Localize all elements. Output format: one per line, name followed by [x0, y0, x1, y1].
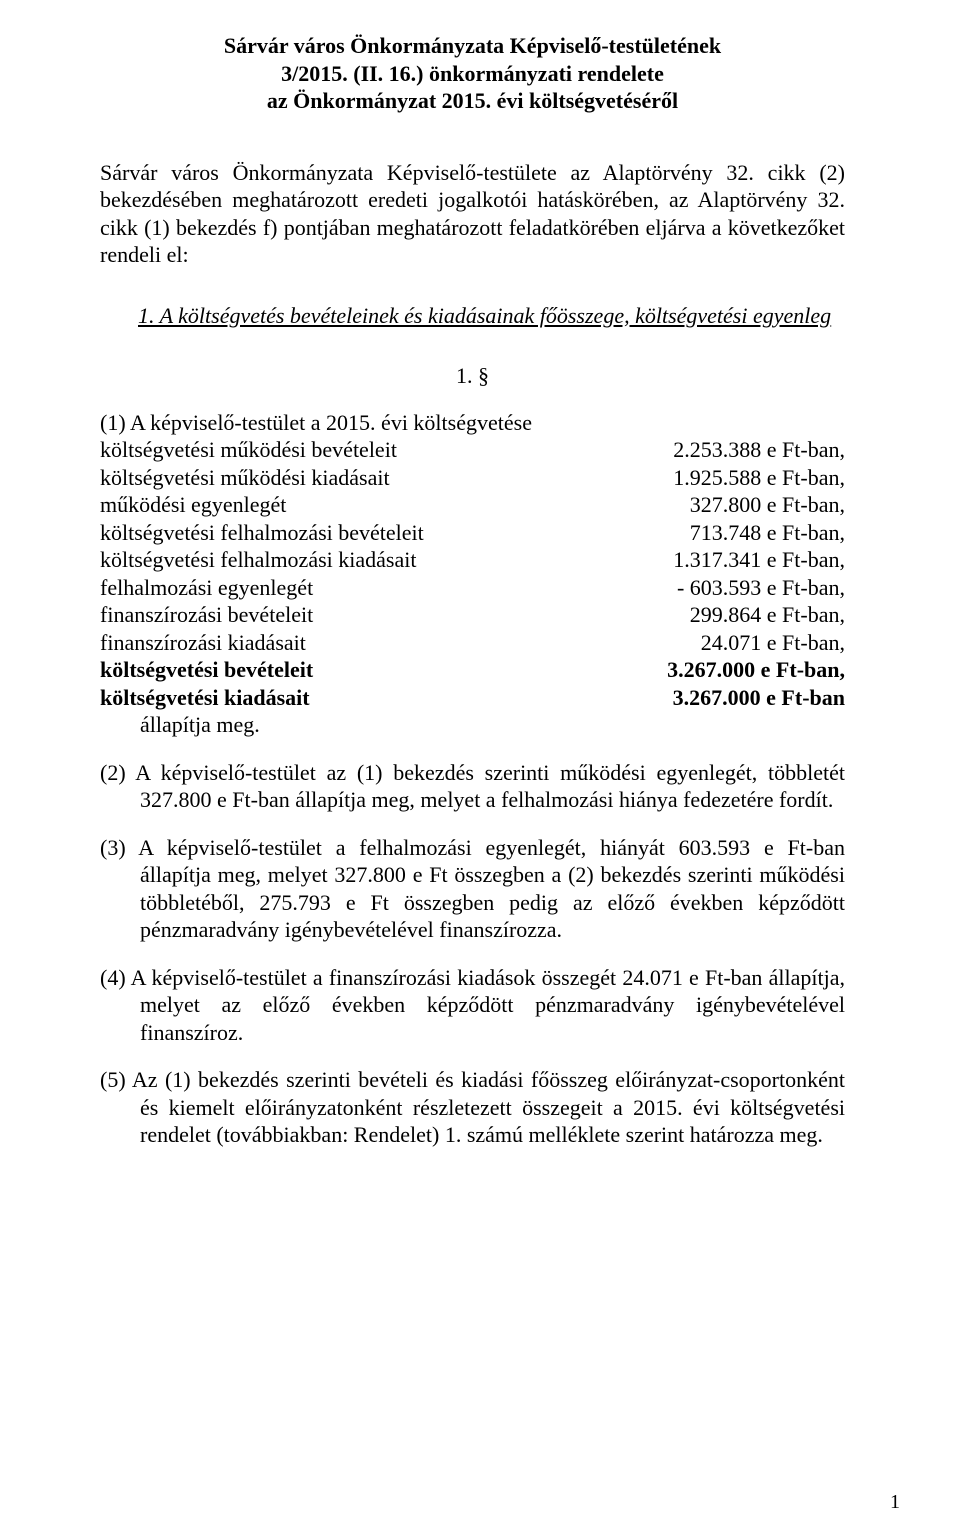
title-line-2: 3/2015. (II. 16.) önkormányzati rendelet… [100, 60, 845, 88]
paragraph-4: (4) A képviselő-testület a finanszírozás… [100, 964, 845, 1047]
budget-row-value: 299.864 e Ft-ban, [581, 601, 845, 629]
table-row: költségvetési bevételeit3.267.000 e Ft-b… [100, 656, 845, 684]
budget-row-label: költségvetési működési bevételeit [100, 436, 581, 464]
budget-row-label: finanszírozási bevételeit [100, 601, 581, 629]
paragraph-5: (5) Az (1) bekezdés szerinti bevételi és… [100, 1066, 845, 1149]
title-line-1: Sárvár város Önkormányzata Képviselő-tes… [100, 32, 845, 60]
table-row: költségvetési felhalmozási kiadásait1.31… [100, 546, 845, 574]
intro-paragraph: Sárvár város Önkormányzata Képviselő-tes… [100, 159, 845, 269]
budget-row-value: 2.253.388 e Ft-ban, [581, 436, 845, 464]
budget-row-label: felhalmozási egyenlegét [100, 574, 581, 602]
budget-row-value: 1.317.341 e Ft-ban, [581, 546, 845, 574]
table-row: felhalmozási egyenlegét- 603.593 e Ft-ba… [100, 574, 845, 602]
table-row: költségvetési kiadásait3.267.000 e Ft-ba… [100, 684, 845, 712]
section-heading: 1. A költségvetés bevételeinek és kiadás… [138, 303, 845, 329]
paragraph-2: (2) A képviselő-testület az (1) bekezdés… [100, 759, 845, 814]
budget-list-intro: (1) A képviselő-testület a 2015. évi köl… [100, 409, 845, 437]
budget-row-value: 3.267.000 e Ft-ban [581, 684, 845, 712]
budget-row-label: költségvetési bevételeit [100, 656, 581, 684]
title-line-3: az Önkormányzat 2015. évi költségvetésér… [100, 87, 845, 115]
document-title: Sárvár város Önkormányzata Képviselő-tes… [100, 32, 845, 115]
budget-row-label: költségvetési felhalmozási bevételeit [100, 519, 581, 547]
page-number: 1 [890, 1491, 900, 1514]
document-page: Sárvár város Önkormányzata Képviselő-tes… [0, 0, 960, 1538]
table-row: költségvetési működési bevételeit2.253.3… [100, 436, 845, 464]
budget-row-value: 1.925.588 e Ft-ban, [581, 464, 845, 492]
budget-row-label: költségvetési működési kiadásait [100, 464, 581, 492]
budget-list-outro: állapítja meg. [100, 711, 845, 739]
budget-row-value: 3.267.000 e Ft-ban, [581, 656, 845, 684]
budget-row-label: költségvetési kiadásait [100, 684, 581, 712]
budget-row-value: 24.071 e Ft-ban, [581, 629, 845, 657]
table-row: finanszírozási bevételeit299.864 e Ft-ba… [100, 601, 845, 629]
budget-row-label: költségvetési felhalmozási kiadásait [100, 546, 581, 574]
table-row: költségvetési felhalmozási bevételeit713… [100, 519, 845, 547]
paragraph-3: (3) A képviselő-testület a felhalmozási … [100, 834, 845, 944]
table-row: működési egyenlegét327.800 e Ft-ban, [100, 491, 845, 519]
section-number: 1. § [100, 363, 845, 389]
budget-row-value: - 603.593 e Ft-ban, [581, 574, 845, 602]
budget-row-label: finanszírozási kiadásait [100, 629, 581, 657]
budget-row-label: működési egyenlegét [100, 491, 581, 519]
table-row: költségvetési működési kiadásait1.925.58… [100, 464, 845, 492]
budget-row-value: 327.800 e Ft-ban, [581, 491, 845, 519]
budget-row-value: 713.748 e Ft-ban, [581, 519, 845, 547]
table-row: finanszírozási kiadásait24.071 e Ft-ban, [100, 629, 845, 657]
budget-table: költségvetési működési bevételeit2.253.3… [100, 436, 845, 711]
